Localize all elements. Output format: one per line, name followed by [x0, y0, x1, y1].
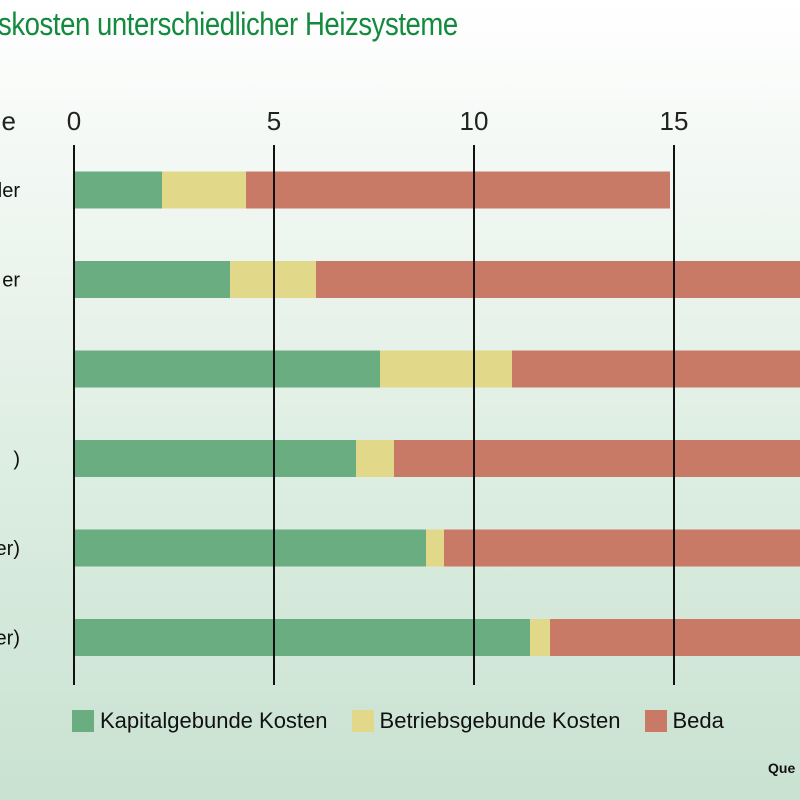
bar-segment-1 — [74, 350, 380, 388]
x-tick-label: 15 — [660, 106, 689, 136]
legend-swatch — [644, 710, 667, 732]
bar-segment-2 — [426, 529, 444, 567]
legend-label: Kapitalgebunde Kosten — [100, 708, 328, 733]
category-label: sser) — [0, 538, 20, 560]
bar-segment-2 — [356, 440, 394, 477]
chart-title: skosten unterschiedlicher Heizsysteme — [0, 6, 458, 42]
bar-segment-3 — [394, 440, 800, 477]
bar-segment-2 — [530, 619, 550, 656]
category-label: sser) — [0, 628, 20, 650]
legend-label: Beda — [672, 708, 724, 733]
bar-segment-2 — [162, 171, 246, 209]
legend: Kapitalgebunde Kosten Betriebsgebunde Ko… — [72, 708, 748, 734]
legend-item-betrieb: Betriebsgebunde Kosten — [351, 708, 621, 734]
legend-item-kapital: Kapitalgebunde Kosten — [72, 708, 328, 734]
bar-segment-1 — [74, 440, 356, 477]
bar-segment-1 — [74, 261, 230, 298]
legend-swatch — [72, 710, 94, 732]
category-label: iler — [0, 180, 20, 202]
category-label: ) — [13, 449, 20, 471]
bar-segment-3 — [316, 261, 800, 298]
category-label: er — [2, 270, 20, 292]
source-note: Que — [768, 760, 796, 776]
legend-swatch — [351, 710, 374, 732]
bar-segment-2 — [380, 350, 512, 388]
legend-label: Betriebsgebunde Kosten — [379, 708, 621, 733]
legend-item-bedarf: Beda — [644, 708, 724, 734]
bar-segment-1 — [74, 171, 162, 209]
bar-segment-3 — [246, 171, 670, 209]
bar-segment-1 — [74, 529, 426, 567]
x-tick-label: 5 — [267, 106, 281, 136]
axis-label: e — [2, 106, 16, 136]
bar-segment-1 — [74, 619, 530, 656]
x-tick-label: 0 — [67, 106, 81, 136]
bar-segment-3 — [512, 350, 800, 388]
bar-chart: iler er) sser) sser) 0 5 10 15 e — [0, 106, 800, 685]
bar-segment-3 — [444, 529, 800, 567]
x-tick-label: 10 — [460, 106, 489, 136]
